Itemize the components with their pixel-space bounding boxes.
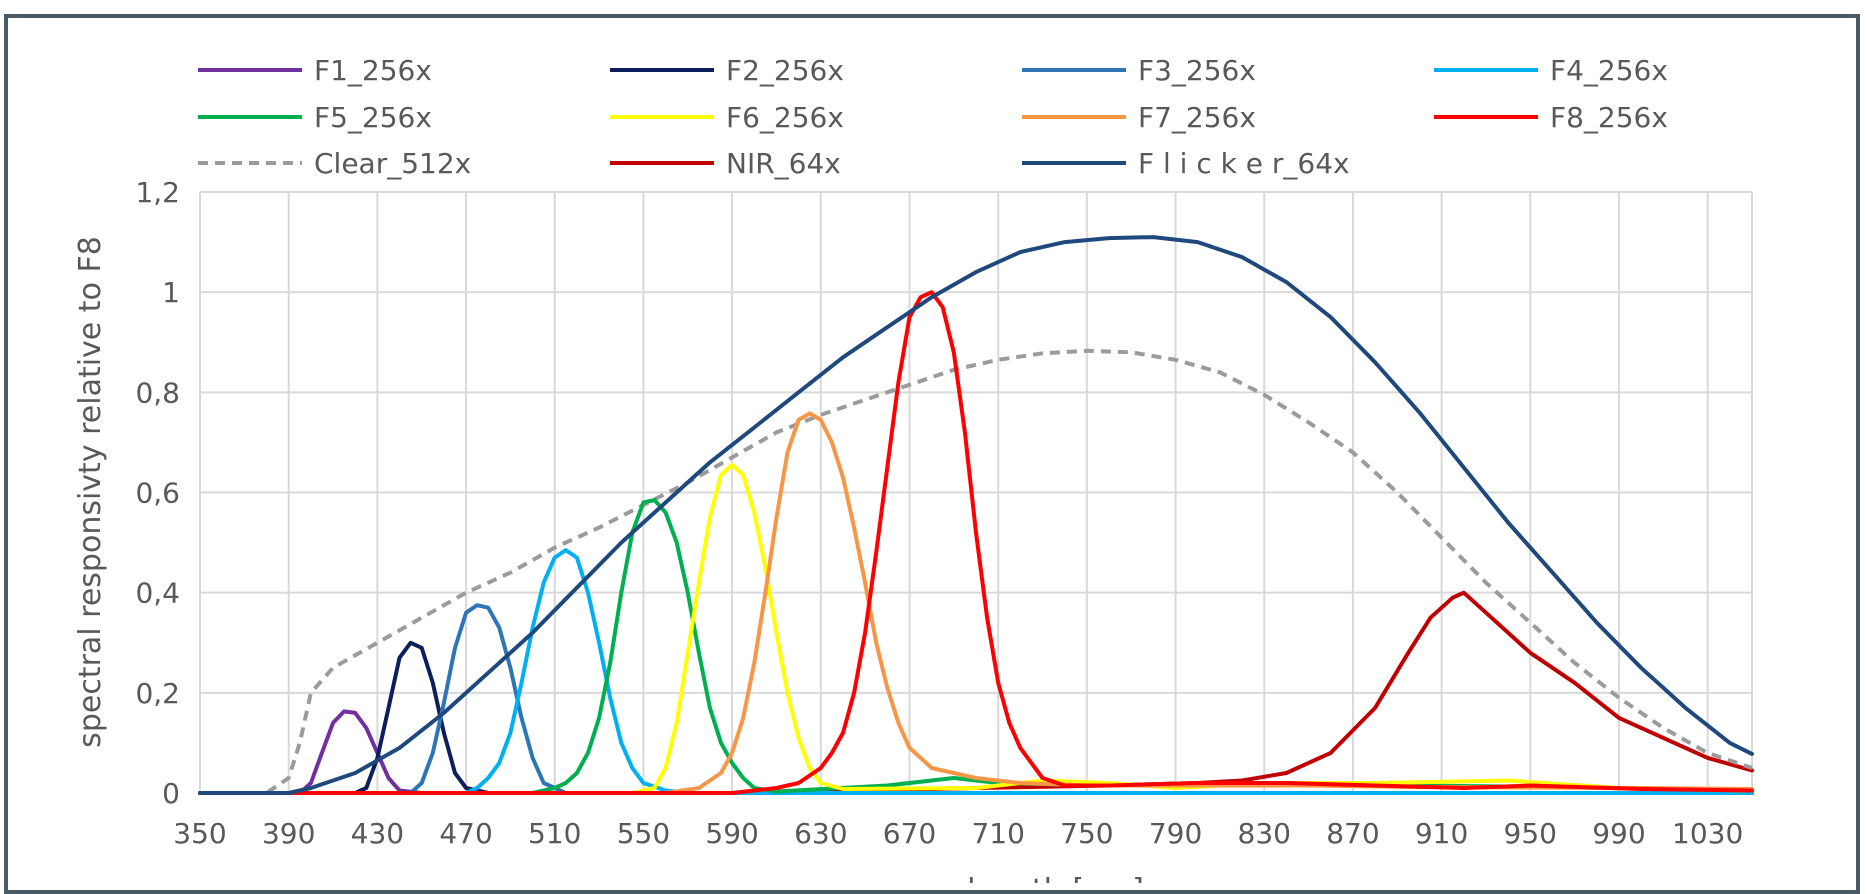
series-line-f2_256x — [198, 640, 1754, 795]
legend-label: F1_256x — [314, 54, 432, 87]
y-tick-label: 1,2 — [135, 176, 180, 209]
series-line-flicker_64x — [198, 235, 1754, 795]
series-line-f3_256x — [198, 603, 1754, 795]
series-line-f8_256x — [198, 290, 1754, 795]
legend-label: F7_256x — [1138, 101, 1256, 134]
y-tick-label: 0,6 — [135, 477, 180, 510]
x-tick-label: 790 — [1149, 817, 1202, 850]
x-tick-label: 670 — [883, 817, 936, 850]
x-tick-label: 590 — [705, 817, 758, 850]
y-tick-label: 0,2 — [135, 677, 180, 710]
x-axis-title: wavelength [nm] — [888, 873, 1144, 883]
legend-label: F l i c k e r_64x — [1138, 147, 1350, 180]
legend-label: F2_256x — [726, 54, 844, 87]
series-line-clear_512x — [200, 348, 1753, 795]
x-tick-label: 950 — [1504, 817, 1557, 850]
x-tick-label: 870 — [1326, 817, 1379, 850]
x-tick-label: 1030 — [1672, 817, 1743, 850]
grid-layer — [199, 191, 1753, 794]
x-tick-label: 550 — [617, 817, 670, 850]
legend-label: F8_256x — [1550, 101, 1668, 134]
x-tick-label: 750 — [1060, 817, 1113, 850]
series-layer — [198, 235, 1754, 795]
y-tick-label: 0,8 — [135, 376, 180, 409]
chart-frame — [4, 14, 1860, 894]
x-tick-label: 910 — [1415, 817, 1468, 850]
legend-label: F3_256x — [1138, 54, 1256, 87]
legend-label: F4_256x — [1550, 54, 1668, 87]
legend-label: F5_256x — [314, 101, 432, 134]
y-axis-title: spectral responsivty relative to F8 — [73, 236, 108, 748]
x-tick-label: 470 — [439, 817, 492, 850]
legend-label: Clear_512x — [314, 147, 471, 180]
legend-label: NIR_64x — [726, 147, 841, 180]
x-tick-label: 830 — [1238, 817, 1291, 850]
x-tick-label: 430 — [351, 817, 404, 850]
tick-layer: 350 390 430 470 510 550 590 630 670 710 750 790 830 8… — [135, 176, 1743, 850]
y-tick-label: 1 — [162, 276, 180, 309]
x-tick-label: 350 — [173, 817, 226, 850]
series-line-f7_256x — [198, 411, 1754, 795]
x-tick-label: 630 — [794, 817, 847, 850]
y-tick-label: 0,4 — [135, 577, 180, 610]
legend-label: F6_256x — [726, 101, 844, 134]
y-tick-label: 0 — [162, 777, 180, 810]
legend-layer: F1_256x F2_256x F3_256x F4_256x F5_256x F6_25… — [198, 54, 1668, 180]
x-tick-label: 710 — [971, 817, 1024, 850]
series-line-f1_256x — [198, 709, 1754, 795]
x-tick-label: 990 — [1592, 817, 1645, 850]
x-tick-label: 510 — [528, 817, 581, 850]
x-tick-label: 390 — [262, 817, 315, 850]
series-line-f4_256x — [198, 548, 1754, 795]
